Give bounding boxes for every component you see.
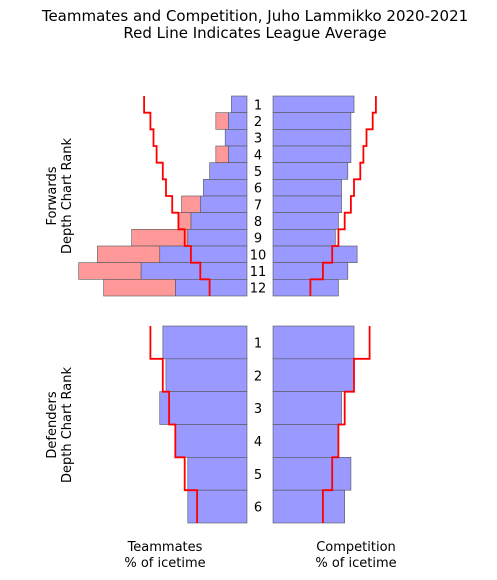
defenders-panel: Defenders Depth Chart Rank 1 2 3 4 5 6	[45, 325, 371, 524]
defenders-teammates-bar-3	[159, 391, 248, 425]
forwards-competition-league-average-line	[309, 96, 377, 296]
forwards-rank-label-3: 3	[254, 132, 262, 147]
defenders-average-lines	[149, 326, 371, 523]
forwards-ylabel-line1: Forwards	[45, 166, 60, 225]
defenders-teammates-bar-1	[162, 325, 248, 360]
forwards-rank-label-12: 12	[250, 282, 267, 297]
chart-title-line1: Teammates and Competition, Juho Lammikko…	[41, 7, 468, 25]
forwards-competition-bar-7	[272, 195, 342, 213]
forwards-rank-label-10: 10	[250, 248, 267, 263]
defenders-teammates-bar-2	[165, 358, 248, 392]
forwards-rank-label-5: 5	[254, 165, 262, 180]
forwards-competition-bar-1	[272, 95, 355, 113]
forwards-panel: Forwards Depth Chart Rank 12345678910111…	[45, 95, 377, 297]
forwards-rank-label-4: 4	[254, 148, 262, 163]
forwards-teammates-bar-6	[203, 179, 248, 197]
forwards-teammates-bar-1	[231, 95, 248, 113]
forwards-teammates-extra-bar-11	[78, 262, 142, 280]
forwards-teammates-bar-4	[228, 145, 248, 163]
forwards-teammates-extra-bar-8	[178, 212, 192, 230]
forwards-rank-label-9: 9	[254, 232, 262, 247]
defenders-competition-bar-1	[272, 325, 355, 360]
defenders-competition-bars	[272, 325, 355, 524]
defenders-competition-bar-5	[272, 457, 352, 491]
forwards-teammates-bar-12	[175, 279, 248, 297]
forwards-competition-bar-12	[272, 279, 339, 297]
defenders-ylabel-line2: Depth Chart Rank	[60, 367, 75, 484]
forwards-rank-label-2: 2	[254, 115, 262, 130]
defenders-ylabel-line1: Defenders	[45, 391, 60, 458]
forwards-competition-bar-5	[272, 162, 349, 180]
defenders-competition-bar-6	[272, 489, 345, 524]
forwards-competition-bar-3	[272, 129, 352, 147]
forwards-average-lines	[143, 96, 377, 296]
defenders-teammates-bar-4	[175, 424, 248, 458]
forwards-teammates-bar-11	[140, 262, 248, 280]
forwards-competition-bar-10	[272, 245, 358, 263]
forwards-teammates-extra-bar-10	[97, 245, 161, 263]
chart-title-line2: Red Line Indicates League Average	[123, 24, 386, 42]
defenders-rank-label-5: 5	[254, 468, 262, 483]
forwards-teammates-extra-bar-7	[181, 195, 201, 213]
defenders-teammates-bar-5	[187, 457, 248, 491]
defenders-rank-label-6: 6	[254, 501, 262, 516]
forwards-teammates-league-average-line	[143, 96, 211, 296]
forwards-competition-bar-6	[272, 179, 342, 197]
defenders-rank-labels: 1 2 3 4 5 6	[254, 336, 262, 515]
forwards-rank-label-7: 7	[254, 198, 262, 213]
defenders-competition-league-average-line	[322, 326, 371, 523]
forwards-teammates-bar-5	[209, 162, 248, 180]
forwards-ylabel-line2: Depth Chart Rank	[60, 138, 75, 255]
forwards-rank-label-11: 11	[250, 265, 267, 280]
forwards-rank-label-8: 8	[254, 215, 262, 230]
forwards-teammates-bar-9	[187, 229, 248, 247]
forwards-competition-bar-8	[272, 212, 339, 230]
forwards-competition-bars	[272, 95, 358, 297]
forwards-teammates-extra-bar-9	[131, 229, 189, 247]
forwards-competition-bar-4	[272, 145, 352, 163]
competition-xlabel-line2: % of icetime	[315, 556, 396, 571]
forwards-teammates-bar-3	[224, 129, 248, 147]
forwards-competition-bar-9	[272, 229, 336, 247]
forwards-teammates-bars	[78, 95, 248, 297]
forwards-teammates-extra-bar-4	[215, 145, 229, 163]
defenders-rank-label-3: 3	[254, 402, 262, 417]
defenders-rank-label-4: 4	[254, 435, 262, 450]
forwards-teammates-bar-10	[159, 245, 248, 263]
defenders-rank-label-2: 2	[254, 369, 262, 384]
forwards-rank-label-1: 1	[254, 98, 262, 113]
forwards-teammates-bar-8	[190, 212, 248, 230]
forwards-teammates-extra-bar-12	[103, 279, 176, 297]
teammates-xlabel-line1: Teammates	[127, 540, 203, 555]
forwards-competition-bar-11	[272, 262, 349, 280]
defenders-competition-bar-4	[272, 424, 339, 458]
defenders-competition-bar-3	[272, 391, 342, 425]
forwards-teammates-bar-7	[199, 195, 248, 213]
forwards-teammates-bar-2	[228, 112, 248, 130]
defenders-competition-bar-2	[272, 358, 355, 392]
forwards-teammates-extra-bar-2	[215, 112, 229, 130]
teammates-xlabel-line2: % of icetime	[124, 556, 205, 571]
defenders-teammates-league-average-line	[149, 326, 198, 523]
competition-xlabel-line1: Competition	[316, 540, 396, 555]
forwards-competition-bar-2	[272, 112, 352, 130]
defenders-rank-label-1: 1	[254, 336, 262, 351]
forwards-rank-label-6: 6	[254, 182, 262, 197]
